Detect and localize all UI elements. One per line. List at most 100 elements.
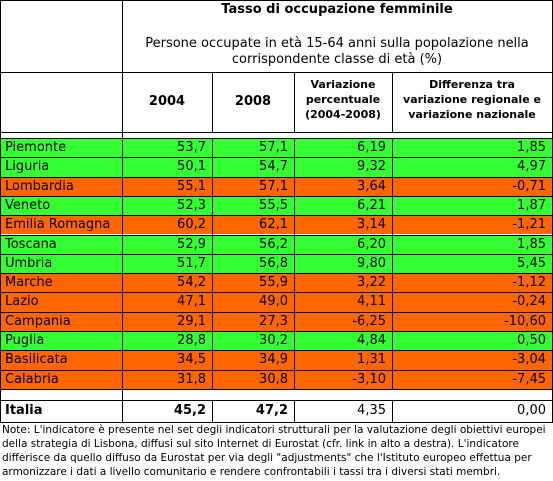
cell-value: 57,1 — [259, 140, 288, 155]
cell-value: 60,2 — [177, 217, 206, 233]
grid-line — [0, 369, 553, 371]
note: Note: L'indicatore è presente nel set de… — [2, 424, 546, 436]
grid-line — [294, 400, 295, 422]
cell-value: 54,7 — [259, 159, 288, 175]
row-background — [1, 176, 552, 196]
cell-value: -7,45 — [512, 371, 546, 387]
title: Tasso di occupazione femminile — [221, 2, 453, 17]
note: della strategia di Lisbona, diffusi sul … — [2, 438, 519, 450]
region-name: Toscana — [5, 236, 57, 252]
cell-value: 1,85 — [517, 236, 546, 252]
note: differisce da quello diffuso da Eurostat… — [2, 452, 532, 464]
subtitle: Persone occupate in età 15-64 anni sulla… — [145, 36, 529, 51]
grid-line — [0, 292, 553, 294]
grid-line — [0, 253, 553, 255]
region-name: Basilicata — [5, 352, 68, 368]
grid-line — [0, 176, 553, 178]
cell-value: 56,8 — [259, 255, 288, 271]
cell-value: 55,1 — [177, 178, 206, 194]
grid-line — [392, 400, 393, 422]
cell-value: 30,8 — [259, 371, 288, 387]
row-background — [1, 292, 552, 312]
grid-line — [392, 138, 393, 389]
cell-value: 9,32 — [357, 159, 386, 175]
cell-value: 52,3 — [177, 197, 206, 213]
row-background — [1, 234, 552, 254]
grid-line — [294, 138, 295, 389]
cell-value: 3,22 — [357, 275, 386, 291]
grid-line — [0, 400, 553, 401]
total-value: 4,35 — [357, 403, 386, 418]
row-background — [1, 195, 552, 216]
region-name: Lazio — [5, 294, 39, 310]
cell-value: 6,19 — [357, 140, 386, 155]
grid-line — [212, 138, 213, 389]
cell-value: 0,50 — [517, 333, 546, 348]
row-background — [1, 369, 552, 389]
cell-value: 6,21 — [357, 197, 386, 213]
cell-value: 57,1 — [259, 178, 288, 194]
cell-value: 53,7 — [177, 140, 206, 155]
grid-line — [0, 422, 553, 423]
grid-line — [212, 400, 213, 422]
cell-value: -0,71 — [512, 178, 546, 194]
column-header: variazione regionale e — [403, 93, 541, 106]
region-name: Emilia Romagna — [5, 217, 111, 233]
grid-line — [294, 72, 295, 132]
cell-value: 1,31 — [357, 352, 386, 368]
grid-line — [0, 132, 553, 133]
column-header: (2004-2008) — [305, 108, 381, 121]
grid-line — [0, 350, 553, 352]
subtitle: corrispondente classe di età (%) — [231, 52, 443, 67]
column-header: Differenza tra — [429, 78, 515, 91]
region-name: Marche — [5, 275, 53, 291]
grid-line — [0, 72, 553, 73]
total-value: 0,00 — [517, 403, 546, 418]
column-header: variazione nazionale — [408, 108, 536, 121]
cell-value: 5,45 — [517, 255, 546, 271]
grid-line — [0, 0, 553, 1]
grid-line — [0, 215, 553, 217]
region-name: Puglia — [5, 333, 45, 348]
row-background — [1, 273, 552, 293]
total-value: 45,2 — [173, 403, 206, 418]
cell-value: -3,10 — [352, 371, 386, 387]
cell-value: 55,5 — [259, 197, 288, 213]
cell-value: -6,25 — [352, 313, 386, 329]
region-name: Campania — [5, 313, 71, 329]
column-header: 2004 — [148, 94, 186, 109]
grid-line — [122, 0, 123, 423]
cell-value: 54,2 — [177, 275, 206, 291]
column-header: Variazione — [310, 78, 376, 91]
region-name: Veneto — [5, 197, 51, 213]
grid-line — [0, 138, 553, 139]
cell-value: 51,7 — [177, 255, 206, 271]
cell-value: 1,85 — [517, 140, 546, 155]
row-background — [1, 331, 552, 351]
region-name: Umbria — [5, 255, 53, 271]
cell-value: 28,8 — [177, 333, 206, 348]
grid-line — [0, 234, 553, 236]
cell-value: 4,84 — [357, 333, 386, 348]
cell-value: 49,0 — [259, 294, 288, 310]
row-background — [1, 253, 552, 274]
grid-line — [0, 388, 553, 390]
cell-value: 56,2 — [259, 236, 288, 252]
total-value: 47,2 — [255, 403, 288, 418]
cell-value: 27,3 — [259, 313, 288, 329]
cell-value: 30,2 — [259, 333, 288, 348]
region-name: Piemonte — [5, 140, 67, 155]
column-header: 2008 — [234, 94, 272, 109]
row-background — [1, 350, 552, 370]
cell-value: 29,1 — [177, 313, 206, 329]
cell-value: -3,04 — [512, 352, 546, 368]
cell-value: 31,8 — [177, 371, 206, 387]
grid-line — [392, 72, 393, 132]
cell-value: 52,9 — [177, 236, 206, 252]
cell-value: 3,14 — [357, 217, 386, 233]
cell-value: -1,21 — [512, 217, 546, 233]
cell-value: 47,1 — [177, 294, 206, 310]
column-header: percentuale — [305, 93, 381, 106]
cell-value: 9,80 — [357, 255, 386, 271]
